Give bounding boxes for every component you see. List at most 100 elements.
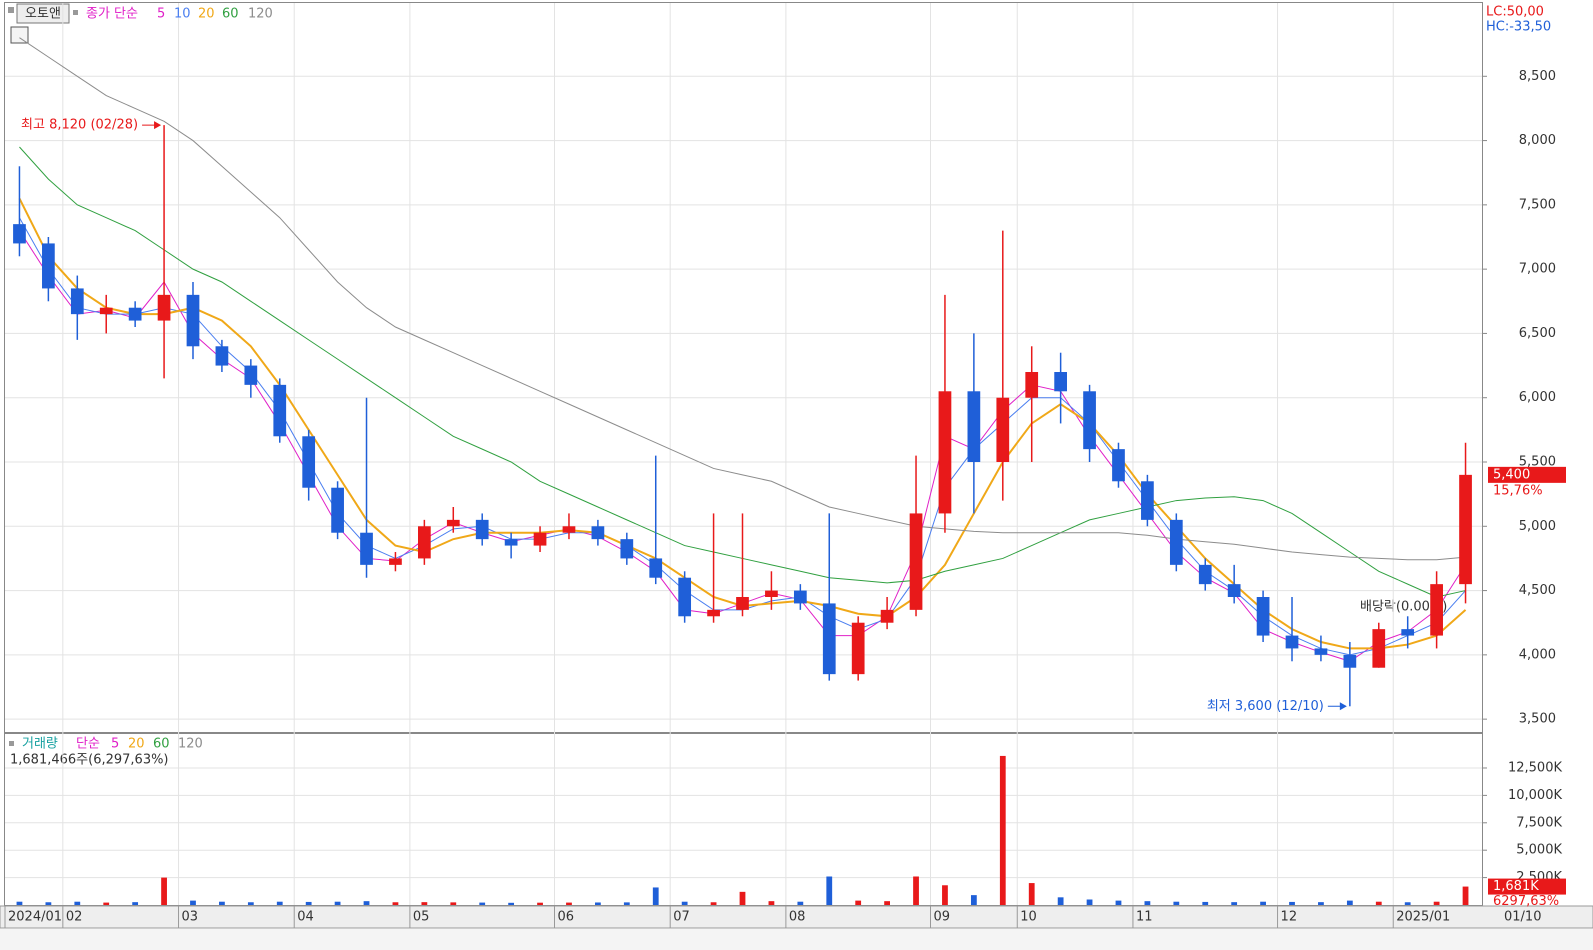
current-volume-label: 1,681K [1493,879,1539,894]
volume-bar [1318,902,1324,905]
button-marker [8,7,14,13]
volume-bar [681,901,688,905]
volume-bar [1173,901,1180,905]
current-date: 01/10 [1504,910,1541,925]
candle-body [591,526,605,540]
candle-body [909,513,923,610]
candle-body [1285,635,1299,649]
x-tick-label: 09 [933,910,950,925]
hc-label: HC:-33,50 [1486,20,1551,35]
y-tick-label: 8,500 [1519,69,1556,84]
dividend-note: 배당락(0.00%) [1360,600,1447,615]
y-tick-label: 6,000 [1519,390,1556,405]
x-tick-label: 04 [297,910,314,925]
candle-body [822,603,836,675]
candle-body [1227,584,1241,597]
candle-body [1198,564,1212,585]
legend-label: 종가 단순 [86,7,138,22]
volume-bar [1433,901,1440,905]
x-tick-label: 2024/01 [8,910,62,925]
current-volume-tag [1488,878,1566,895]
volume-bar [942,885,948,905]
volume-bar [450,902,457,905]
volume-bar [1346,900,1353,905]
candle-body [533,532,547,546]
legend-label: 120 [248,7,273,22]
date-axis-strip [0,905,1593,929]
volume-bar [219,901,225,905]
stock-name-button[interactable] [16,3,70,24]
legend-label: 20 [128,737,145,752]
candle-body [707,609,720,617]
candle-body [1112,449,1125,482]
volume-bar [1404,902,1411,905]
volume-bar [970,895,977,905]
y-tick-label: 4,000 [1519,647,1556,662]
volume-bar [103,902,110,905]
low-note: 최저 3,600 (12/10) [1207,699,1324,714]
lc-label: LC:50,00 [1486,5,1544,20]
volume-bar [623,902,630,905]
volume-ratio: 6297,63% [1493,894,1559,909]
candle-body [1141,481,1154,520]
candle-body [880,609,894,623]
note-arrowhead [154,121,162,130]
volume-bar [45,902,52,905]
volume-bar [999,755,1006,905]
candle-body [562,526,576,533]
candle-body [128,307,142,321]
current-price-tag [1488,466,1566,483]
volume-bar [74,901,81,905]
y-tick-label: 5,500 [1519,455,1556,470]
scroll-strip[interactable] [0,929,1593,950]
volume-bar [363,901,370,905]
volume-bar [768,901,775,905]
table-icon[interactable] [10,26,29,44]
legend-label: 단순 [76,737,100,752]
volume-bar [479,902,486,905]
candle-body [620,539,634,559]
volume-bar [1057,897,1064,905]
candle-body [1054,372,1067,392]
high-note: 최고 8,120 (02/28) [21,118,138,133]
volume-bar [247,902,254,905]
candle-body [504,539,518,546]
candle-body [215,346,229,366]
y-tick-label: 7,500K [1516,815,1562,830]
volume-bar [305,901,312,905]
candle-body [13,224,26,244]
candle-body [302,436,316,488]
candle-body [418,526,431,559]
x-tick-label: 12 [1281,910,1298,925]
candle-body [967,391,981,462]
candle-body [1256,597,1270,636]
x-tick-label: 02 [66,910,83,925]
x-tick-label: 05 [413,910,430,925]
volume-bar [190,900,196,905]
candle-body [938,391,952,514]
candle-body [1430,584,1443,636]
x-tick-label: 07 [673,910,690,925]
x-tick-label: 10 [1020,910,1037,925]
volume-bar [1289,901,1295,905]
y-tick-label: 6,500 [1519,326,1556,341]
change-label: 15,76% [1493,483,1543,498]
y-tick-label: 8,000 [1519,133,1556,148]
candle-body [446,519,460,527]
volume-bar [508,902,515,905]
x-tick-label: 03 [182,910,199,925]
current-price-label: 5,400 [1493,467,1530,482]
y-tick-label: 10,000K [1508,788,1562,803]
y-tick-label: 5,000K [1516,843,1562,858]
volume-bar [1028,883,1035,905]
candle-body [42,243,55,289]
volume-bar [276,901,283,905]
legend-label: 20 [198,7,215,22]
volume-bar [595,902,601,905]
candle-body [765,590,778,597]
x-tick-label: 2025/01 [1396,910,1450,925]
legend-marker [73,10,78,15]
candle-body [1083,391,1096,450]
